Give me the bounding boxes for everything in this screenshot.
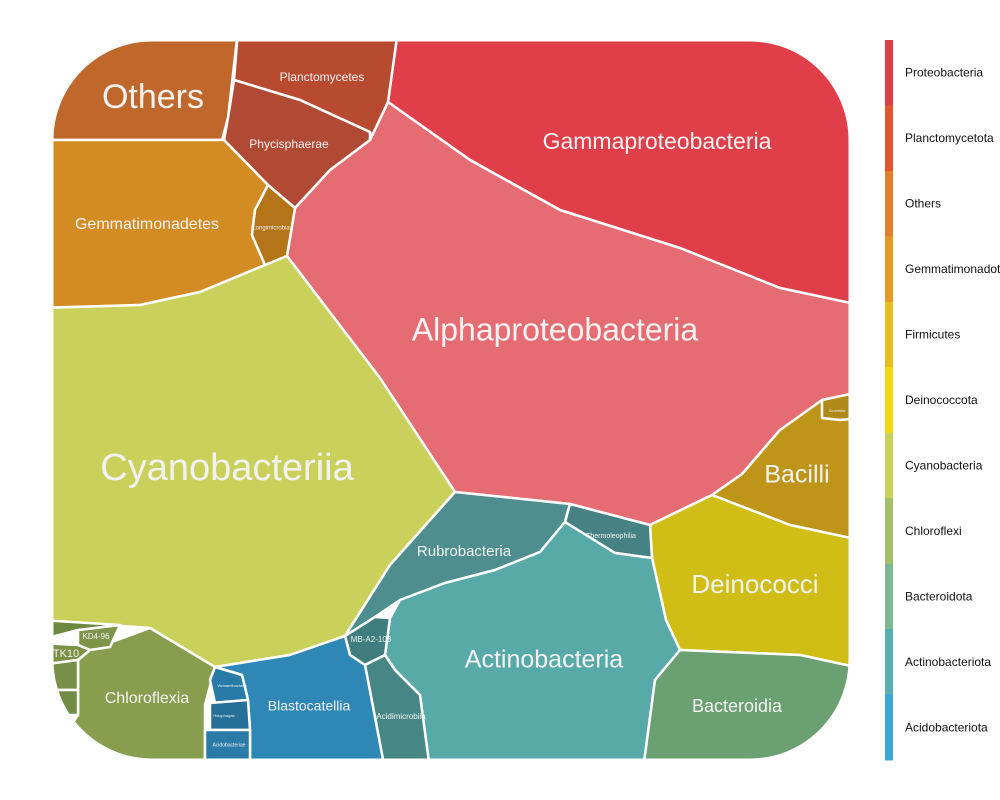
cell-label-clostridia: Clostridia <box>829 408 846 413</box>
cell-clostridia[interactable] <box>820 390 860 422</box>
legend-label-acidobacteriota: Acidobacteriota <box>905 720 988 734</box>
cell-label-mb-a2-108: MB-A2-108 <box>351 635 392 644</box>
legend-swatch-others <box>885 170 893 237</box>
cell-label-vicinamibacteria: Vicinamibacteria <box>217 683 247 688</box>
treemap-labels: Gammaproteobacteria Alphaproteobacteria Ot… <box>53 70 846 748</box>
treemap-cells <box>40 40 860 770</box>
legend-label-planctomycetota: Planctomycetota <box>905 131 994 145</box>
cell-label-thermoleophilia: Thermoleophilia <box>586 533 636 540</box>
cell-label-phycisphaerae: Phycisphaerae <box>249 137 329 151</box>
cell-label-chloroflexia: Chloroflexia <box>105 690 190 707</box>
legend-swatch-planctomycetota <box>885 105 893 172</box>
legend-label-actinobacteriota: Actinobacteriota <box>905 655 991 669</box>
legend-label-deinococcota: Deinococcota <box>905 393 978 407</box>
legend-swatch-firmicutes <box>885 301 893 368</box>
cell-label-planctomycetes: Planctomycetes <box>280 70 365 84</box>
cell-label-kd4-96: KD4-96 <box>82 632 110 641</box>
cell-bacteroidia[interactable] <box>641 648 860 770</box>
cell-unlabeled-20[interactable] <box>40 658 80 692</box>
cell-label-deinococci: Deinococci <box>691 569 818 599</box>
cell-label-others: Others <box>102 78 204 116</box>
cell-label-tk10: TK10 <box>53 648 79 660</box>
legend-swatch-cyanobacteria <box>885 432 893 499</box>
cell-label-alphaproteobacteria: Alphaproteobacteria <box>412 311 699 347</box>
cell-label-rubrobacteria: Rubrobacteria <box>417 543 512 560</box>
cell-label-bacteroidia: Bacteroidia <box>692 696 783 716</box>
cell-acidobacteriae[interactable] <box>203 728 252 770</box>
legend-label-proteobacteria: Proteobacteria <box>905 66 983 80</box>
cell-label-bacilli: Bacilli <box>764 461 829 489</box>
legend-swatch-proteobacteria <box>885 40 893 106</box>
cell-label-acidimicrobiia: Acidimicrobiia <box>376 712 426 721</box>
cell-label-actinobacteria: Actinobacteria <box>465 646 624 674</box>
legend-swatch-actinobacteriota <box>885 629 893 696</box>
legend-swatch-deinococcota <box>885 367 893 434</box>
cell-label-longimicrobia: Longimicrobia <box>252 226 290 232</box>
cell-label-cyanobacteriia: Cyanobacteriia <box>100 447 354 489</box>
legend: Proteobacteria Planctomycetota Others Gemma… <box>885 40 1000 761</box>
legend-swatch-chloroflexi <box>885 498 893 565</box>
cell-label-holophagae: Holophagae <box>213 713 235 718</box>
legend-label-others: Others <box>905 197 941 211</box>
cell-label-blastocatellia: Blastocatellia <box>268 698 351 714</box>
cell-label-acidobacteriae: Acidobacteriae <box>212 742 245 748</box>
legend-label-gemmatimonadota: Gemmatimonadota <box>905 262 1000 276</box>
cell-label-gammaproteobacteria: Gammaproteobacteria <box>543 128 772 154</box>
legend-label-cyanobacteria: Cyanobacteria <box>905 458 983 472</box>
legend-label-chloroflexi: Chloroflexi <box>905 524 962 538</box>
legend-swatch-gemmatimonadota <box>885 236 893 303</box>
legend-label-bacteroidota: Bacteroidota <box>905 589 973 603</box>
legend-swatch-bacteroidota <box>885 563 893 630</box>
cell-unlabeled-22[interactable] <box>40 618 122 642</box>
treemap-outline <box>50 38 852 762</box>
legend-label-firmicutes: Firmicutes <box>905 328 960 342</box>
cell-label-gemmatimonadetes: Gemmatimonadetes <box>75 216 219 233</box>
legend-swatch-acidobacteriota <box>885 694 893 761</box>
